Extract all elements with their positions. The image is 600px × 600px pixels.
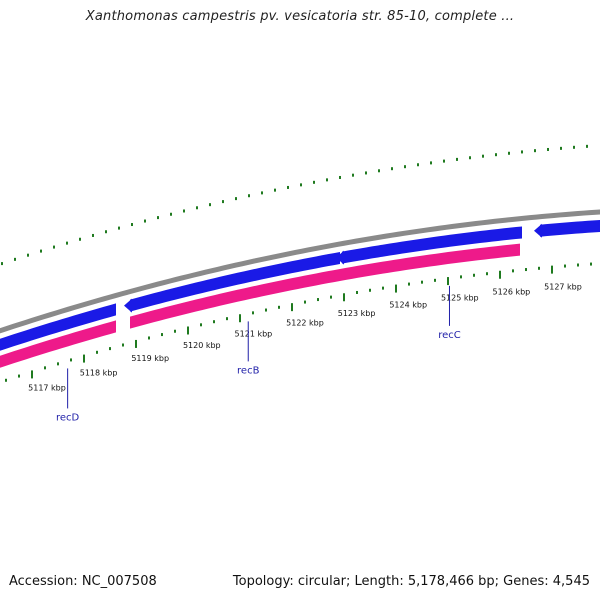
gene-label-recD: recD bbox=[56, 412, 80, 423]
scale-tick-label: 5120 kbp bbox=[183, 341, 221, 350]
scale-tick-label: 5121 kbp bbox=[235, 329, 273, 338]
map-title: Xanthomonas campestris pv. vesicatoria s… bbox=[85, 9, 515, 24]
scale-tick-label: 5118 kbp bbox=[80, 368, 118, 377]
forward-gene-block bbox=[342, 226, 522, 264]
scale-tick-label: 5119 kbp bbox=[131, 354, 169, 363]
reverse-strand-track bbox=[0, 243, 520, 368]
scale-tick-label: 5124 kbp bbox=[389, 301, 427, 310]
forward-gene-arrowhead bbox=[534, 223, 542, 238]
gene-label-recB: recB bbox=[237, 365, 260, 376]
forward-gene-block bbox=[0, 303, 116, 351]
scale-tick-label: 5127 kbp bbox=[544, 283, 582, 292]
scale-tick-label: 5123 kbp bbox=[338, 309, 376, 318]
reverse-gene-block bbox=[0, 320, 116, 368]
position-scale: 5117 kbp 5118 kbp 5119 kbp 5120 kbp 5121 kbp… bbox=[28, 283, 582, 393]
forward-gene-block bbox=[540, 219, 600, 237]
gene-label-recC: recC bbox=[438, 330, 461, 341]
reverse-gene-block bbox=[130, 243, 520, 329]
scale-tick-label: 5117 kbp bbox=[28, 384, 66, 393]
forward-gene-arrowhead bbox=[124, 298, 132, 313]
scale-tick-label: 5126 kbp bbox=[493, 288, 531, 297]
accession-label: Accession: NC_007508 bbox=[9, 574, 157, 589]
genome-info-label: Topology: circular; Length: 5,178,466 bp… bbox=[232, 574, 590, 589]
scale-tick-label: 5122 kbp bbox=[286, 319, 324, 328]
forward-gene-arrowhead bbox=[336, 250, 344, 265]
outer-gc-ticks bbox=[1, 144, 588, 266]
scale-tick-label: 5125 kbp bbox=[441, 294, 479, 303]
gene-labels: recD recB recC bbox=[56, 285, 461, 423]
forward-gene-block bbox=[130, 251, 340, 312]
forward-strand-track bbox=[0, 219, 600, 351]
genome-backbone bbox=[0, 209, 600, 334]
backbone-line bbox=[0, 209, 600, 334]
inner-gc-ticks bbox=[5, 262, 592, 382]
